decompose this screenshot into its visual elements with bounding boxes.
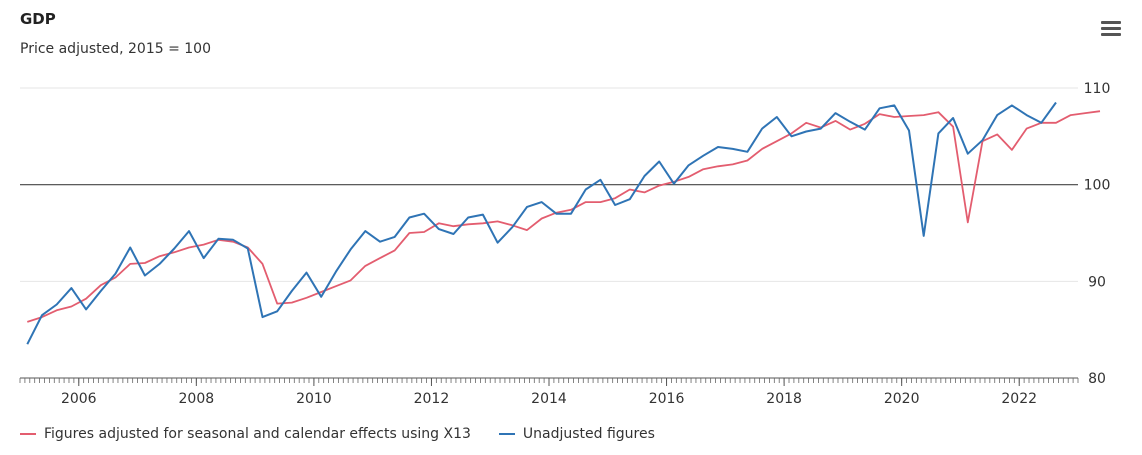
chart-title: GDP bbox=[20, 10, 56, 28]
x-tick-label-2018: 2018 bbox=[766, 391, 802, 407]
legend-item-unadjusted[interactable]: Unadjusted figures bbox=[498, 426, 655, 442]
x-tick-label-2012: 2012 bbox=[414, 391, 450, 407]
x-tick-label-2008: 2008 bbox=[179, 391, 215, 407]
x-tick-label-2020: 2020 bbox=[884, 391, 920, 407]
x-tick-label-2022: 2022 bbox=[1001, 391, 1037, 407]
y-tick-label-90: 90 bbox=[1088, 274, 1106, 290]
legend-label-unadjusted: Unadjusted figures bbox=[522, 426, 655, 442]
y-tick-label-110: 110 bbox=[1084, 81, 1111, 97]
legend-item-adjusted[interactable]: Figures adjusted for seasonal and calend… bbox=[20, 426, 471, 442]
x-tick-label-2010: 2010 bbox=[296, 391, 332, 407]
y-tick-label-100: 100 bbox=[1084, 178, 1111, 194]
x-tick-label-2014: 2014 bbox=[531, 391, 567, 407]
y-tick-label-80: 80 bbox=[1088, 371, 1106, 387]
series-line-unadjusted bbox=[26, 101, 1057, 345]
x-tick-label-2016: 2016 bbox=[649, 391, 685, 407]
hamburger-menu-icon[interactable] bbox=[1096, 16, 1126, 42]
legend-swatch-unadjusted bbox=[498, 433, 515, 435]
series-line-adjusted bbox=[27, 110, 1101, 323]
x-tick-label-2006: 2006 bbox=[61, 391, 97, 407]
legend-label-adjusted: Figures adjusted for seasonal and calend… bbox=[44, 426, 471, 442]
chart-subtitle: Price adjusted, 2015 = 100 bbox=[20, 41, 211, 57]
chart-legend: Figures adjusted for seasonal and calend… bbox=[20, 426, 683, 442]
legend-swatch-adjusted bbox=[20, 433, 36, 435]
